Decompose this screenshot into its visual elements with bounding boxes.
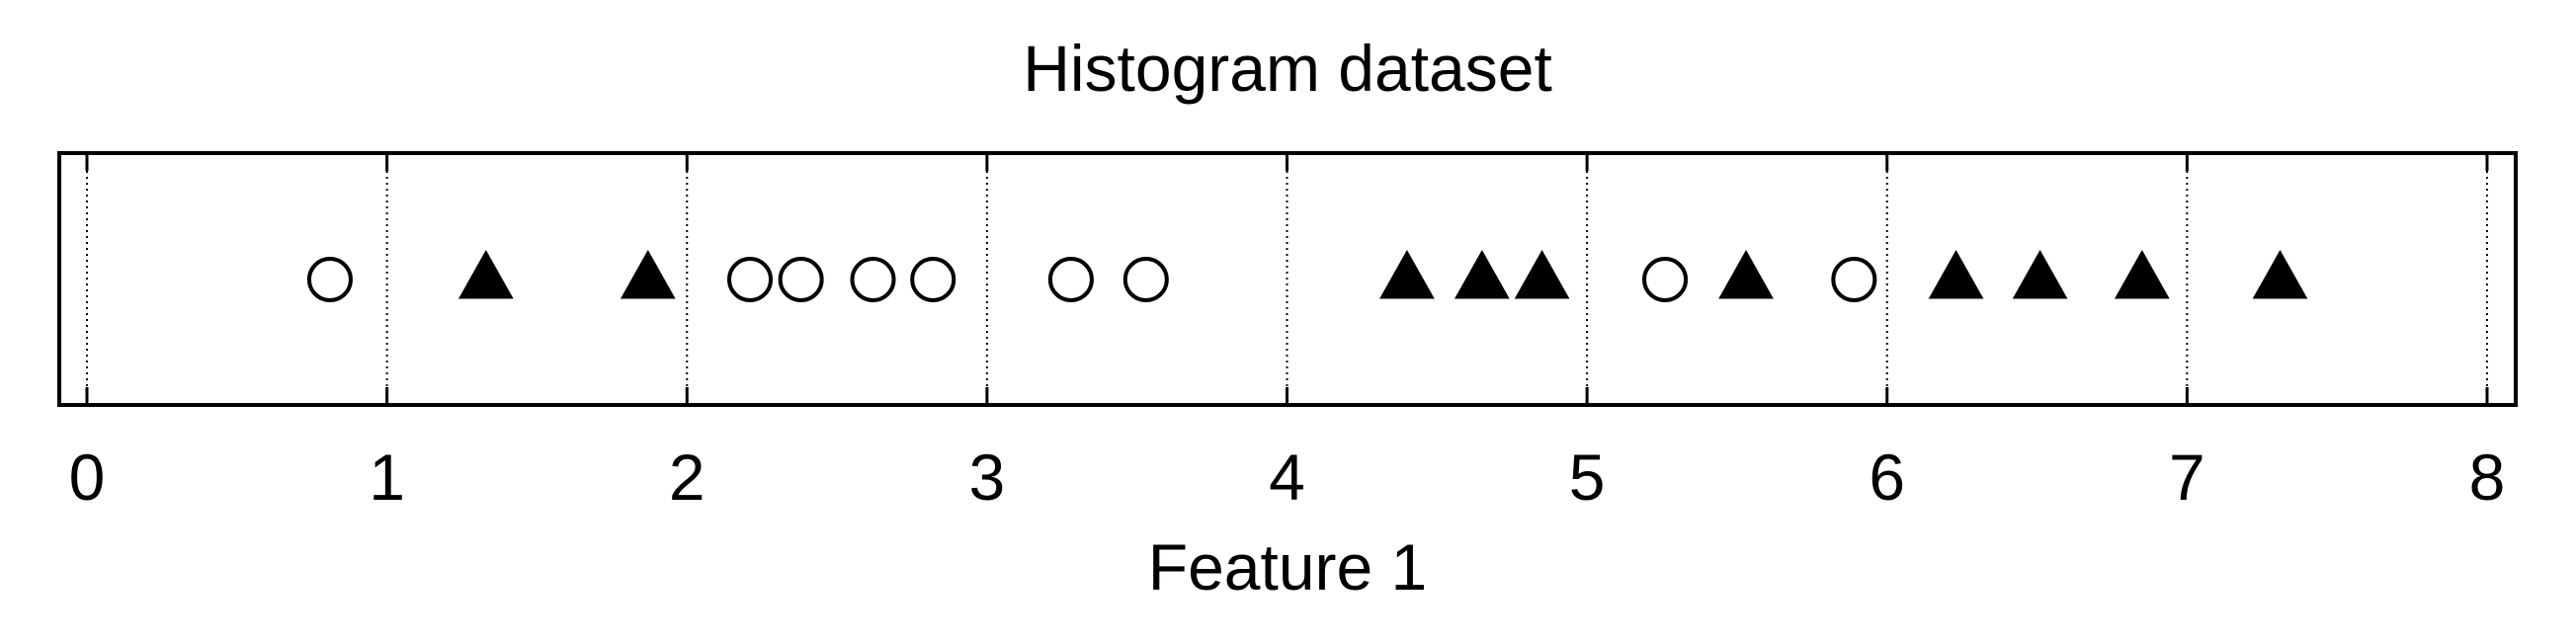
triangle-point <box>1379 249 1435 299</box>
circle-point <box>850 257 896 302</box>
circle-series <box>306 257 1877 302</box>
circle-point <box>1122 257 1169 302</box>
chart-title: Histogram dataset <box>1023 32 1552 105</box>
x-tick-label: 2 <box>669 441 706 514</box>
x-tick-label: 7 <box>2169 441 2205 514</box>
x-tick-label: 5 <box>1569 441 1606 514</box>
x-tick-label: 3 <box>969 441 1006 514</box>
triangle-point <box>457 249 514 299</box>
circle-point <box>1642 257 1689 302</box>
triangle-point <box>2114 249 2170 299</box>
triangle-point <box>1454 249 1510 299</box>
circle-point <box>727 257 774 302</box>
triangle-point <box>1928 249 1984 299</box>
x-tick-label: 8 <box>2469 441 2506 514</box>
x-tick-label: 6 <box>1869 441 1905 514</box>
circle-point <box>910 257 956 302</box>
triangle-point <box>1514 249 1570 299</box>
plot-area: 0 1 2 3 4 5 6 7 8 <box>57 151 2518 514</box>
triangle-point <box>2012 249 2068 299</box>
triangle-point <box>620 249 676 299</box>
circle-point <box>778 257 824 302</box>
x-tick-label: 0 <box>69 441 106 514</box>
x-axis: 0 1 2 3 4 5 6 7 8 <box>69 153 2506 514</box>
x-tick-label: 1 <box>369 441 405 514</box>
circle-point <box>1047 257 1094 302</box>
triangle-point <box>1718 249 1774 299</box>
triangle-point <box>2252 249 2308 299</box>
x-axis-label: Feature 1 <box>1148 530 1428 603</box>
x-tick-label: 4 <box>1269 441 1305 514</box>
circle-point <box>1831 257 1877 302</box>
triangle-series <box>457 249 2308 299</box>
circle-point <box>306 257 353 302</box>
